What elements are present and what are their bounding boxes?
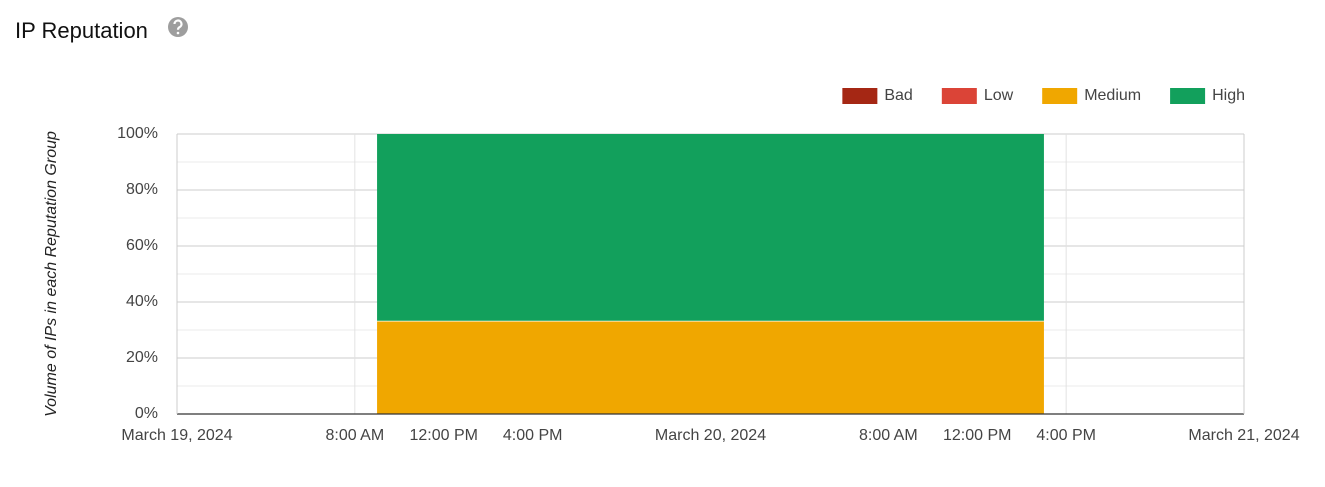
x-tick-label: March 20, 2024 xyxy=(655,427,766,444)
legend-swatch[interactable] xyxy=(842,88,878,104)
x-tick-label: 8:00 AM xyxy=(859,427,918,444)
legend-swatch[interactable] xyxy=(941,88,977,104)
x-tick-label: 4:00 PM xyxy=(503,427,563,444)
legend-label[interactable]: Bad xyxy=(884,87,912,104)
y-tick-label: 20% xyxy=(126,349,158,366)
x-tick-label: 12:00 PM xyxy=(943,427,1011,444)
y-tick-label: 0% xyxy=(135,405,158,422)
area xyxy=(377,134,1044,321)
legend-swatch[interactable] xyxy=(1170,88,1206,104)
x-tick-label: March 19, 2024 xyxy=(121,427,232,444)
y-tick-label: 40% xyxy=(126,293,158,310)
legend-label[interactable]: Low xyxy=(984,87,1014,104)
y-axis-label: Volume of IPs in each Reputation Group xyxy=(43,131,60,417)
legend-label[interactable]: Medium xyxy=(1084,87,1141,104)
y-tick-label: 80% xyxy=(126,181,158,198)
x-tick-label: 8:00 AM xyxy=(325,427,384,444)
y-tick-label: 60% xyxy=(126,237,158,254)
legend-label[interactable]: High xyxy=(1212,87,1245,104)
help-icon[interactable] xyxy=(168,17,188,37)
x-tick-label: March 21, 2024 xyxy=(1188,427,1299,444)
x-tick-label: 12:00 PM xyxy=(410,427,478,444)
chart-title: IP Reputation xyxy=(15,18,148,43)
x-tick-label: 4:00 PM xyxy=(1036,427,1096,444)
legend-swatch[interactable] xyxy=(1042,88,1078,104)
y-tick-label: 100% xyxy=(117,125,158,142)
area xyxy=(377,320,1044,414)
